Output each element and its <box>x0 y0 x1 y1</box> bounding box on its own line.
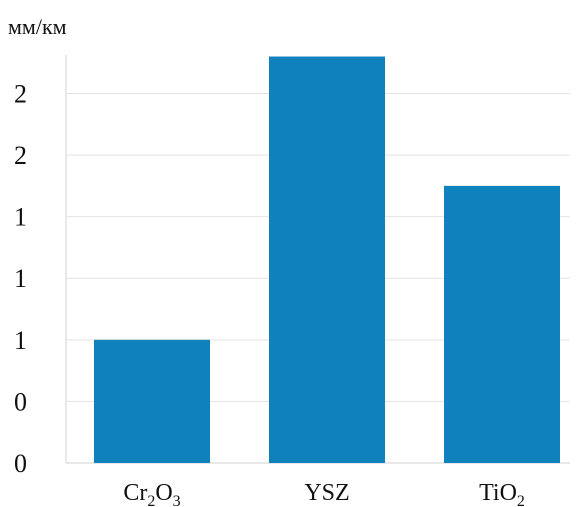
bar <box>94 339 210 463</box>
label-part: O <box>155 480 172 506</box>
label-part: Cr <box>123 480 147 506</box>
subscript: 3 <box>173 493 181 507</box>
y-tick-label: 1 <box>14 326 27 355</box>
bars <box>94 56 560 464</box>
y-axis-unit-label: мм/км <box>8 14 67 39</box>
y-tick-label: 2 <box>14 141 27 170</box>
label-part: Ti <box>479 480 500 506</box>
y-tick-label: 1 <box>14 264 27 293</box>
y-tick-label: 1 <box>14 203 27 232</box>
label-part: YSZ <box>304 480 349 506</box>
x-category-labels: Cr2O3 YSZ TiO2 <box>123 480 525 507</box>
x-category-label: YSZ <box>304 480 349 506</box>
x-category-label: TiO2 <box>479 480 525 507</box>
bar <box>269 56 385 464</box>
y-tick-label: 2 <box>14 79 27 108</box>
subscript: 2 <box>517 493 525 507</box>
subscript: 2 <box>147 493 155 507</box>
label-part: O <box>500 480 517 506</box>
y-tick-label: 0 <box>14 387 27 416</box>
y-tick-labels: 0 0 1 1 1 2 2 <box>14 79 27 478</box>
y-tick-label: 0 <box>14 449 27 478</box>
x-category-label: Cr2O3 <box>123 480 180 507</box>
bar <box>444 185 560 463</box>
